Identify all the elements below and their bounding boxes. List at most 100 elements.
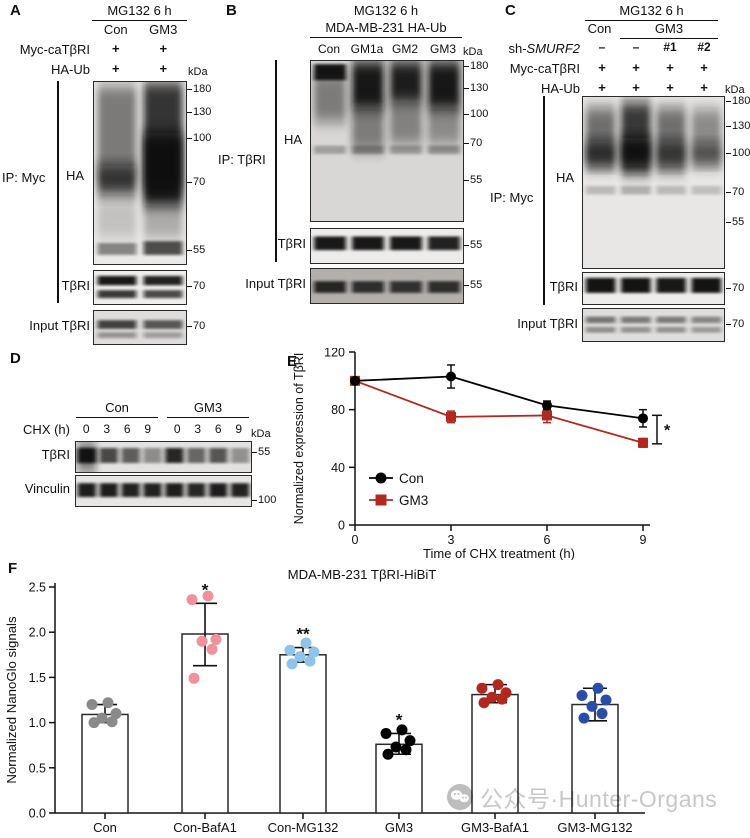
svg-text:MDA-MB-231 TβRI-HiBiT: MDA-MB-231 TβRI-HiBiT	[288, 567, 437, 582]
svg-text:*: *	[664, 423, 671, 440]
mw-marker: 100	[726, 147, 750, 159]
sh-values-row: – – #1 #2	[585, 40, 721, 54]
blot-label-tbri: TβRI	[61, 278, 90, 293]
plus-sign: +	[111, 61, 120, 76]
svg-text:2.5: 2.5	[29, 581, 46, 595]
panel-e-letter: E	[287, 353, 298, 370]
time-label: 0	[82, 422, 90, 436]
kda-label: kDa	[725, 84, 745, 96]
mw-marker: 55	[464, 279, 482, 291]
time-label: 9	[235, 422, 243, 436]
ip-label: IP: Myc	[2, 170, 46, 185]
ip-label: IP: Myc	[490, 190, 534, 205]
mw-marker: 55	[726, 216, 744, 228]
mw-marker: 180	[726, 95, 750, 107]
nanoglo-bar-chart: 0.0 0.5 1.0 1.5 2.0 2.5 MDA-MB-231 TβRI-HiBiT N…	[4, 567, 645, 835]
blot-label-tbri: TβRI	[277, 236, 306, 251]
svg-text:0: 0	[338, 519, 345, 533]
plus-sign: +	[632, 60, 640, 75]
mw-marker: 55	[252, 446, 270, 458]
blot-label-input-tbri: Input TβRI	[29, 318, 90, 333]
svg-text:3: 3	[448, 533, 455, 547]
panel-f: F 0.0 0.5 1.0 1.5 2.0 2.5 MDA-MB-231 TβRI-HiBi…	[0, 558, 750, 838]
panel-e: E 0 40 80 120 0 3 6 9 Time of CHX treatment (h) N…	[285, 346, 750, 562]
panel-b-letter: B	[226, 2, 237, 19]
ip-bracket	[543, 96, 545, 305]
cell-line-header: MDA-MB-231 HA-Ub	[310, 20, 462, 38]
plus-sign: +	[700, 60, 708, 75]
row-label-myc-catbri: Myc-caTβRI	[509, 61, 580, 76]
blot-label-input-tbri: Input TβRI	[245, 276, 306, 291]
sh-value: #1	[663, 40, 677, 54]
mw-marker: 70	[726, 282, 744, 294]
svg-text:0: 0	[352, 533, 359, 547]
plus-sign: +	[598, 80, 606, 95]
time-label: 9	[144, 422, 152, 436]
ip-label: IP: TβRI	[218, 152, 266, 167]
plus-sign: +	[666, 60, 674, 75]
blot-label-ha: HA	[556, 170, 575, 185]
kda-label: kDa	[463, 46, 483, 58]
row-values-ha-ub: + + + +	[585, 80, 721, 95]
mw-marker: 70	[187, 176, 205, 188]
panel-c-letter: C	[505, 2, 516, 19]
blot-label-tbri: TβRI	[41, 447, 70, 462]
blot-label-ha: HA	[66, 168, 85, 183]
panel-f-letter: F	[8, 560, 18, 577]
blot-label-vinculin: Vinculin	[24, 481, 70, 496]
svg-text:Con: Con	[93, 820, 117, 835]
svg-text:*: *	[396, 710, 403, 729]
lane-label: GM1a	[350, 42, 384, 56]
row-label-sh-smurf2: sh-SMURF2	[478, 41, 580, 56]
sh-prefix: sh-	[508, 41, 527, 56]
plus-sign: +	[632, 80, 640, 95]
svg-text:0.5: 0.5	[29, 761, 46, 775]
svg-text:Time of CHX treatment (h): Time of CHX treatment (h)	[423, 546, 575, 560]
mw-marker: 70	[187, 320, 205, 332]
panel-a-letter: A	[10, 2, 21, 19]
blot-ip-ha	[93, 81, 187, 265]
kda-label: kDa	[251, 428, 271, 440]
plus-sign: +	[111, 41, 120, 56]
panel-b: B MG132 6 h MDA-MB-231 HA-Ub Con GM1a GM…	[218, 0, 488, 320]
mw-marker: 130	[187, 106, 211, 118]
mw-marker: 55	[187, 244, 205, 256]
treatment-header: MG132 6 h	[92, 3, 187, 21]
panel-a: A MG132 6 h Con GM3 Myc-caTβRI + + HA-Ub…	[0, 0, 218, 348]
mw-marker: 70	[464, 137, 482, 149]
group-label-gm3: GM3	[167, 400, 249, 418]
svg-text:0.0: 0.0	[29, 807, 46, 821]
group-label-gm3: GM3	[149, 22, 178, 37]
mw-marker: 70	[726, 318, 744, 330]
mw-marker: 100	[187, 132, 211, 144]
row-label-myc-catbri: Myc-caTβRI	[19, 42, 90, 57]
time-label: 3	[194, 422, 202, 436]
mw-marker: 70	[187, 280, 205, 292]
lane-label: Con	[317, 42, 340, 56]
blot-ip-ha	[582, 96, 725, 269]
mw-marker: 100	[464, 108, 488, 120]
group-row: Con GM3	[92, 22, 187, 37]
group-label-gm3: GM3	[620, 21, 718, 39]
svg-text:Con-MG132: Con-MG132	[268, 820, 339, 835]
mw-marker: 180	[187, 83, 211, 95]
plus-sign: +	[598, 60, 606, 75]
plus-sign: +	[159, 61, 168, 76]
chx-decay-line-chart: 0 40 80 120 0 3 6 9 Time of CHX treatment (h) Nor…	[292, 346, 671, 562]
treatment-header: MG132 6 h	[353, 3, 419, 18]
blot-tbri	[310, 228, 464, 264]
mw-marker: 130	[726, 120, 750, 132]
blot-tbri	[75, 441, 252, 473]
svg-text:9: 9	[640, 533, 647, 547]
time-label: 3	[103, 422, 111, 436]
time-label: 6	[214, 422, 222, 436]
svg-text:Con-BafA1: Con-BafA1	[173, 820, 237, 835]
sh-value: #2	[697, 40, 711, 54]
mw-marker: 55	[464, 174, 482, 186]
panel-c: C MG132 6 h Con GM3 sh-SMURF2 – – #1 #2 …	[478, 0, 750, 348]
group-label-con: Con	[587, 21, 612, 36]
lane-label: GM3	[429, 42, 456, 56]
svg-text:40: 40	[331, 461, 345, 475]
svg-text:2.0: 2.0	[29, 626, 46, 640]
blot-label-ha: HA	[284, 132, 303, 147]
